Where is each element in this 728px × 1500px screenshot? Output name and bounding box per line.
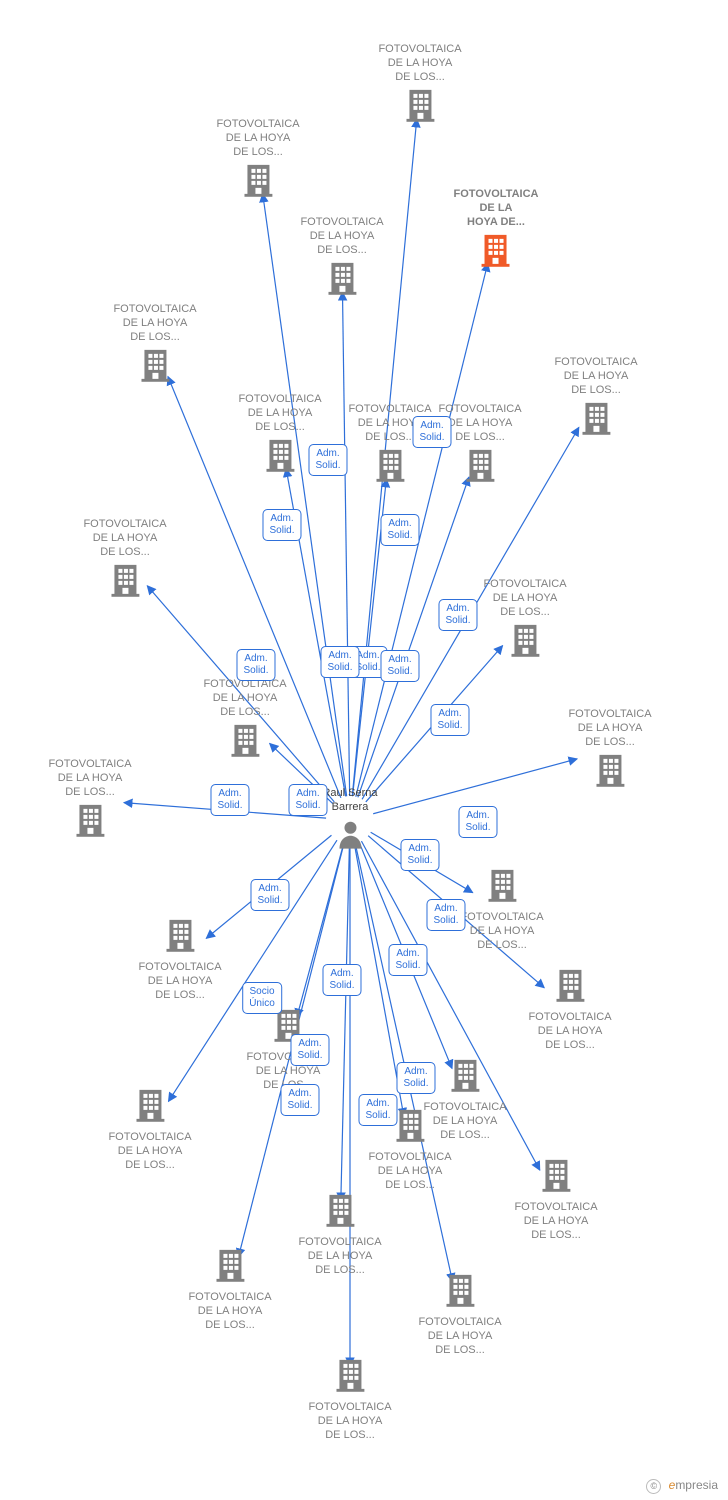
building-icon bbox=[336, 1358, 364, 1397]
center-label: Raul Serna Barrera bbox=[322, 787, 377, 815]
company-label: FOTOVOLTAICA DE LA HOYA DE LOS... bbox=[300, 216, 383, 257]
company-label: FOTOVOLTAICA DE LA HOYA DE LOS... bbox=[554, 356, 637, 397]
building-icon bbox=[111, 563, 139, 602]
company-label: FOTOVOLTAICA DE LA HOYA DE LOS... bbox=[514, 1201, 597, 1242]
company-label: FOTOVOLTAICA DE LA HOYA DE LOS... bbox=[238, 393, 321, 434]
building-icon bbox=[542, 1158, 570, 1197]
company-node[interactable]: FOTOVOLTAICA DE LA HOYA DE LOS... bbox=[568, 708, 651, 792]
edge-role-label: Adm. Solid. bbox=[358, 1094, 397, 1126]
edge bbox=[342, 292, 349, 796]
company-label: FOTOVOLTAICA DE LA HOYA DE LOS... bbox=[48, 758, 131, 799]
company-node[interactable]: FOTOVOLTAICA DE LA HOYA DE LOS... bbox=[308, 1358, 391, 1442]
edge bbox=[341, 844, 350, 1201]
building-icon bbox=[141, 348, 169, 387]
footer-copyright: © empresia bbox=[646, 1478, 718, 1494]
building-icon bbox=[466, 448, 494, 487]
company-label: FOTOVOLTAICA DE LA HOYA DE LOS... bbox=[418, 1316, 501, 1357]
company-node[interactable]: FOTOVOLTAICA DE LA HOYA DE... bbox=[454, 188, 539, 272]
edge-role-label: Adm. Solid. bbox=[290, 1034, 329, 1066]
building-icon bbox=[556, 968, 584, 1007]
building-icon bbox=[406, 88, 434, 127]
building-icon bbox=[511, 623, 539, 662]
company-label: FOTOVOLTAICA DE LA HOYA DE LOS... bbox=[188, 1291, 271, 1332]
company-node[interactable]: FOTOVOLTAICA DE LA HOYA DE LOS... bbox=[298, 1193, 381, 1277]
edge-role-label: Adm. Solid. bbox=[262, 509, 301, 541]
company-label: FOTOVOLTAICA DE LA HOYA DE LOS... bbox=[83, 518, 166, 559]
company-label: FOTOVOLTAICA DE LA HOYA DE LOS... bbox=[216, 118, 299, 159]
company-node[interactable]: FOTOVOLTAICA DE LA HOYA DE LOS... bbox=[514, 1158, 597, 1242]
edge-role-label: Adm. Solid. bbox=[288, 784, 327, 816]
building-icon bbox=[451, 1058, 479, 1097]
building-icon bbox=[266, 438, 294, 477]
center-person-node[interactable]: Raul Serna Barrera bbox=[322, 787, 377, 854]
company-label: FOTOVOLTAICA DE LA HOYA DE LOS... bbox=[568, 708, 651, 749]
company-node[interactable]: FOTOVOLTAICA DE LA HOYA DE LOS... bbox=[48, 758, 131, 842]
edge-role-label: Adm. Solid. bbox=[380, 514, 419, 546]
edge-role-label: Adm. Solid. bbox=[322, 964, 361, 996]
edge-role-label: Adm. Solid. bbox=[308, 444, 347, 476]
edge-role-label: Adm. Solid. bbox=[412, 416, 451, 448]
network-diagram: Raul Serna Barrera FOTOVOLTAICA DE LA HO… bbox=[0, 0, 728, 1500]
edge-role-label: Adm. Solid. bbox=[320, 646, 359, 678]
edge-role-label: Adm. Solid. bbox=[388, 944, 427, 976]
building-icon bbox=[488, 868, 516, 907]
edge-role-label: Adm. Solid. bbox=[396, 1062, 435, 1094]
company-node[interactable]: FOTOVOLTAICA DE LA HOYA DE LOS... bbox=[418, 1273, 501, 1357]
company-node[interactable]: FOTOVOLTAICA DE LA HOYA DE LOS... bbox=[554, 356, 637, 440]
company-node[interactable]: FOTOVOLTAICA DE LA HOYA DE LOS... bbox=[300, 216, 383, 300]
building-icon bbox=[76, 803, 104, 842]
company-label: FOTOVOLTAICA DE LA HOYA DE LOS... bbox=[483, 578, 566, 619]
building-icon bbox=[596, 753, 624, 792]
company-label: FOTOVOLTAICA DE LA HOYA DE LOS... bbox=[203, 678, 286, 719]
edge-role-label: Adm. Solid. bbox=[438, 599, 477, 631]
company-node[interactable]: FOTOVOLTAICA DE LA HOYA DE LOS... bbox=[138, 918, 221, 1002]
edge-role-label: Socio Único bbox=[242, 982, 282, 1014]
edge-role-label: Adm. Solid. bbox=[458, 806, 497, 838]
company-node[interactable]: FOTOVOLTAICA DE LA HOYA DE LOS... bbox=[188, 1248, 271, 1332]
company-node[interactable]: FOTOVOLTAICA DE LA HOYA DE LOS... bbox=[483, 578, 566, 662]
building-icon bbox=[482, 233, 510, 272]
person-icon bbox=[337, 818, 363, 853]
edge-role-label: Adm. Solid. bbox=[380, 650, 419, 682]
building-icon bbox=[582, 401, 610, 440]
building-icon bbox=[244, 163, 272, 202]
edge-role-label: Adm. Solid. bbox=[430, 704, 469, 736]
company-node[interactable]: FOTOVOLTAICA DE LA HOYA DE LOS... bbox=[460, 868, 543, 952]
company-label: FOTOVOLTAICA DE LA HOYA DE LOS... bbox=[368, 1151, 451, 1192]
copyright-symbol: © bbox=[646, 1479, 661, 1494]
building-icon bbox=[446, 1273, 474, 1312]
edge-role-label: Adm. Solid. bbox=[236, 649, 275, 681]
edge-role-label: Adm. Solid. bbox=[250, 879, 289, 911]
company-label: FOTOVOLTAICA DE LA HOYA DE LOS... bbox=[138, 961, 221, 1002]
company-label: FOTOVOLTAICA DE LA HOYA DE... bbox=[454, 188, 539, 229]
company-node[interactable]: FOTOVOLTAICA DE LA HOYA DE LOS... bbox=[83, 518, 166, 602]
building-icon bbox=[231, 723, 259, 762]
company-label: FOTOVOLTAICA DE LA HOYA DE LOS... bbox=[298, 1236, 381, 1277]
building-icon bbox=[166, 918, 194, 957]
building-icon bbox=[216, 1248, 244, 1287]
company-label: FOTOVOLTAICA DE LA HOYA DE LOS... bbox=[113, 303, 196, 344]
company-label: FOTOVOLTAICA DE LA HOYA DE LOS... bbox=[378, 43, 461, 84]
building-icon bbox=[328, 261, 356, 300]
edge-role-label: Adm. Solid. bbox=[426, 899, 465, 931]
company-node[interactable]: FOTOVOLTAICA DE LA HOYA DE LOS... bbox=[108, 1088, 191, 1172]
company-node[interactable]: FOTOVOLTAICA DE LA HOYA DE LOS... bbox=[528, 968, 611, 1052]
building-icon bbox=[136, 1088, 164, 1127]
company-label: FOTOVOLTAICA DE LA HOYA DE LOS... bbox=[460, 911, 543, 952]
company-node[interactable]: FOTOVOLTAICA DE LA HOYA DE LOS... bbox=[216, 118, 299, 202]
edge-role-label: Adm. Solid. bbox=[210, 784, 249, 816]
footer-brand-rest: mpresia bbox=[675, 1478, 718, 1492]
edge-role-label: Adm. Solid. bbox=[400, 839, 439, 871]
company-node[interactable]: FOTOVOLTAICA DE LA HOYA DE LOS... bbox=[378, 43, 461, 127]
building-icon bbox=[326, 1193, 354, 1232]
company-node[interactable]: FOTOVOLTAICA DE LA HOYA DE LOS... bbox=[113, 303, 196, 387]
company-label: FOTOVOLTAICA DE LA HOYA DE LOS... bbox=[528, 1011, 611, 1052]
building-icon bbox=[396, 1108, 424, 1147]
building-icon bbox=[376, 448, 404, 487]
edge-role-label: Adm. Solid. bbox=[280, 1084, 319, 1116]
company-node[interactable]: FOTOVOLTAICA DE LA HOYA DE LOS... bbox=[203, 678, 286, 762]
company-label: FOTOVOLTAICA DE LA HOYA DE LOS... bbox=[108, 1131, 191, 1172]
company-label: FOTOVOLTAICA DE LA HOYA DE LOS... bbox=[308, 1401, 391, 1442]
